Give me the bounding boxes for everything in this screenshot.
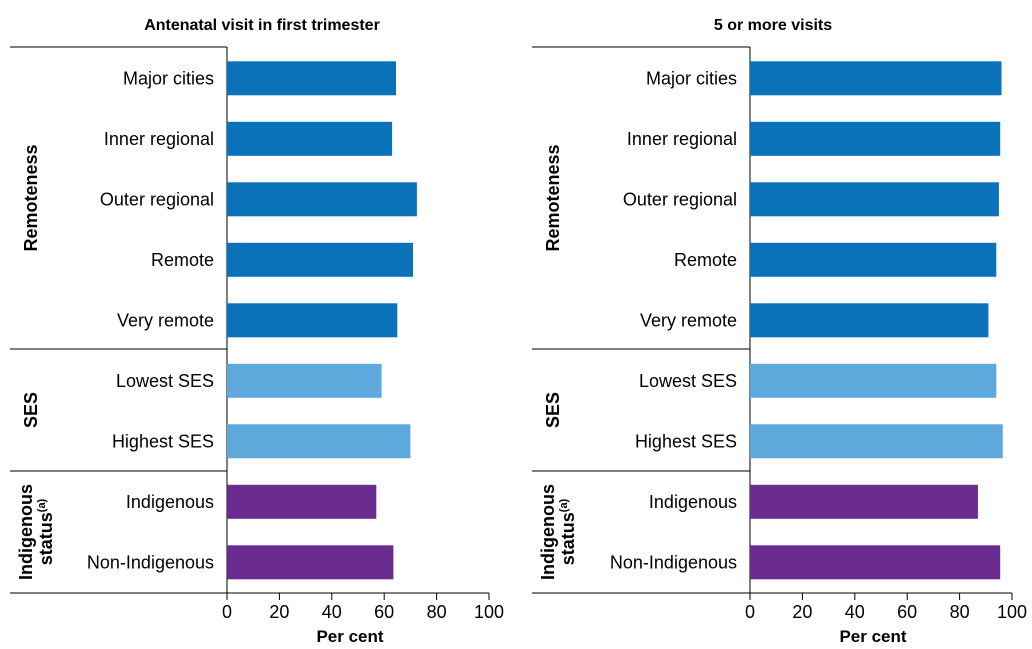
bar-non-indigenous [750,545,1001,580]
group-label-indigenous: Indigenous [16,484,36,580]
category-label-indigenous: Indigenous [649,492,737,512]
category-label-major-cities: Major cities [123,68,214,88]
category-label-very-remote: Very remote [117,310,214,330]
bar-remote [750,242,997,277]
category-label-non-indigenous: Non-Indigenous [87,552,214,572]
chart-title: Antenatal visit in first trimester [144,17,380,34]
category-label-highest-ses: Highest SES [635,431,737,451]
category-label-non-indigenous: Non-Indigenous [610,552,737,572]
x-tick-label-40: 40 [322,602,342,622]
group-label-status: status(a) [36,498,56,565]
bar-highest-ses [227,424,411,459]
category-label-outer-regional: Outer regional [100,189,214,209]
bar-very-remote [227,303,398,338]
category-label-highest-ses: Highest SES [112,431,214,451]
group-label-ses: SES [21,392,41,428]
x-tick-label-60: 60 [374,602,394,622]
group-label-status-footnote: (a) [36,498,48,512]
bar-inner-regional [750,121,1001,156]
category-label-lowest-ses: Lowest SES [639,371,737,391]
x-tick-label-80: 80 [427,602,447,622]
chart-panel-2: 5 or more visits Major cities Inner region… [532,17,1027,646]
group-label-ses: SES [543,392,563,428]
group-label-status: status(a) [558,498,578,565]
category-label-indigenous: Indigenous [126,492,214,512]
x-tick-label-40: 40 [845,602,865,622]
category-label-remote: Remote [674,250,737,270]
x-tick-label-100: 100 [997,602,1027,622]
bar-lowest-ses [227,363,382,398]
group-label-remoteness: Remoteness [21,144,41,251]
bar-lowest-ses [750,363,997,398]
group-label-status-footnote: (a) [558,498,570,512]
group-label-status-text: status [558,512,578,565]
category-label-inner-regional: Inner regional [104,129,214,149]
group-label-indigenous: Indigenous [538,484,558,580]
x-tick-label-20: 20 [792,602,812,622]
bar-indigenous [750,484,978,519]
chart-panel-1: Antenatal visit in first trimester Major … [10,17,504,646]
bar-outer-regional [750,182,999,217]
bar-non-indigenous [227,545,394,580]
bar-very-remote [750,303,989,338]
x-tick-label-0: 0 [745,602,755,622]
group-label-status-text: status [36,512,56,565]
x-tick-label-100: 100 [474,602,504,622]
x-tick-label-80: 80 [950,602,970,622]
category-label-remote: Remote [151,250,214,270]
bar-outer-regional [227,182,417,217]
category-label-inner-regional: Inner regional [627,129,737,149]
category-label-major-cities: Major cities [646,68,737,88]
x-tick-label-0: 0 [222,602,232,622]
bar-highest-ses [750,424,1003,459]
group-label-remoteness: Remoteness [543,144,563,251]
category-label-lowest-ses: Lowest SES [116,371,214,391]
bar-indigenous [227,484,377,519]
category-label-very-remote: Very remote [640,310,737,330]
chart-title: 5 or more visits [714,17,832,34]
x-axis-label: Per cent [316,627,383,646]
x-tick-label-20: 20 [269,602,289,622]
bar-inner-regional [227,121,393,156]
bar-remote [227,242,413,277]
x-axis-label: Per cent [839,627,906,646]
x-tick-label-60: 60 [897,602,917,622]
category-label-outer-regional: Outer regional [623,189,737,209]
bar-major-cities [227,61,396,96]
bar-major-cities [750,61,1002,96]
